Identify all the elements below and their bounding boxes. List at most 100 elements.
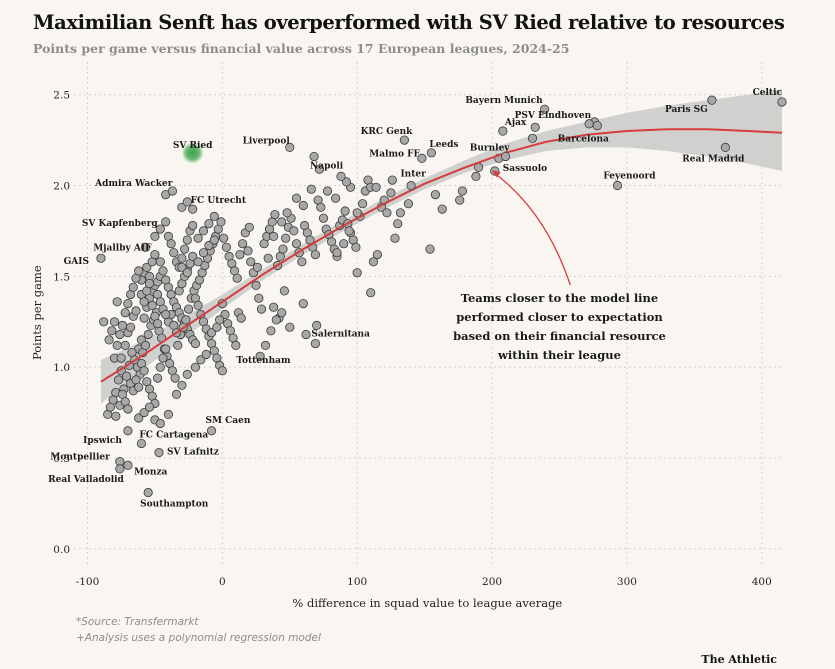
team-point — [180, 244, 190, 254]
team-point — [120, 308, 130, 318]
team-point — [171, 389, 182, 399]
team-point — [188, 251, 198, 261]
team-point — [455, 195, 465, 205]
team-point — [278, 244, 288, 254]
team-label: FC Utrecht — [191, 196, 247, 206]
team-point — [140, 340, 151, 350]
team-label: SV Ried — [173, 141, 213, 151]
team-label: Sassuolo — [503, 164, 547, 174]
team-point — [190, 362, 200, 372]
team-point — [282, 208, 292, 218]
team-label: PSV Eindhoven — [515, 111, 592, 121]
team-point — [316, 202, 326, 212]
team-point — [260, 340, 271, 350]
team-point — [163, 409, 173, 419]
team-point — [158, 353, 168, 363]
team-point — [279, 286, 289, 296]
labeled-team-point — [161, 217, 171, 227]
team-label: Liverpool — [243, 136, 291, 146]
team-label: SM Caen — [206, 416, 251, 426]
team-point — [139, 297, 149, 307]
team-point — [471, 171, 481, 181]
y-axis-label: Points per game — [30, 265, 44, 360]
team-label: Real Madrid — [682, 154, 745, 164]
team-point — [339, 239, 349, 249]
labeled-team-point — [426, 148, 436, 158]
team-point — [430, 190, 440, 200]
team-point — [99, 317, 109, 327]
axis-layer: -100 0 100 200 300 400 0.0 0.5 1.0 1.5 2.0 2.5 % dif… — [30, 90, 772, 610]
labeled-team-point — [592, 120, 602, 131]
team-label: KRC Genk — [361, 127, 414, 137]
team-label: Burnley — [470, 143, 511, 153]
team-point — [150, 250, 160, 260]
team-point — [188, 220, 198, 231]
team-point — [112, 340, 122, 350]
team-point — [298, 200, 308, 211]
team-point — [109, 317, 120, 327]
team-point — [393, 219, 403, 229]
labeled-team-point — [167, 186, 178, 196]
team-point — [403, 199, 413, 209]
labeled-team-point — [612, 180, 623, 191]
confidence-band-layer — [101, 89, 782, 404]
team-point — [372, 250, 382, 260]
team-point — [134, 413, 144, 423]
team-point — [123, 298, 133, 309]
team-point — [263, 253, 273, 263]
team-point — [182, 268, 192, 278]
team-point — [219, 233, 229, 243]
team-label: Tottenham — [236, 356, 291, 366]
team-point — [271, 315, 281, 325]
team-point — [277, 217, 287, 227]
labeled-team-point — [143, 487, 153, 498]
team-point — [139, 313, 149, 323]
team-point — [139, 407, 149, 418]
team-point — [111, 411, 121, 421]
team-point — [177, 202, 187, 212]
team-point — [143, 329, 153, 340]
team-point — [115, 329, 125, 340]
team-point — [437, 204, 447, 214]
team-point — [150, 231, 160, 241]
labeled-team-point — [777, 97, 787, 107]
team-point — [134, 266, 144, 276]
team-point — [184, 304, 194, 314]
labeled-team-point — [310, 338, 320, 349]
team-point — [153, 318, 163, 329]
team-point — [104, 335, 114, 345]
labeled-team-point — [123, 460, 133, 470]
team-point — [357, 199, 368, 209]
team-point — [336, 171, 346, 181]
labeled-team-point — [500, 151, 511, 162]
team-label: GAIS — [64, 257, 89, 267]
team-point — [244, 222, 254, 232]
labeled-team-point — [140, 242, 151, 252]
team-point — [108, 395, 118, 405]
confidence-band — [101, 89, 782, 404]
labeled-team-point — [136, 438, 147, 449]
annotation-text: Teams closer to the model line — [461, 291, 659, 305]
team-point — [255, 351, 265, 361]
team-point — [144, 278, 155, 289]
team-point — [368, 257, 378, 267]
team-point — [113, 375, 124, 385]
y-tick-label: 1.0 — [53, 362, 70, 374]
labeled-team-point — [285, 142, 295, 152]
team-point — [246, 257, 256, 267]
team-point — [147, 300, 157, 310]
team-label: Leeds — [429, 140, 458, 150]
labeled-team-point — [584, 119, 594, 129]
team-point — [270, 210, 280, 220]
team-point — [201, 349, 211, 360]
x-tick-label: 100 — [347, 576, 367, 588]
team-point — [256, 304, 267, 314]
team-point — [310, 250, 320, 260]
source-note: *Source: Transfermarkt — [76, 616, 199, 628]
team-label: Ajax — [504, 118, 527, 128]
team-point — [204, 219, 214, 229]
team-point — [291, 193, 302, 203]
team-point — [204, 240, 214, 251]
team-label: Inter — [400, 170, 426, 180]
